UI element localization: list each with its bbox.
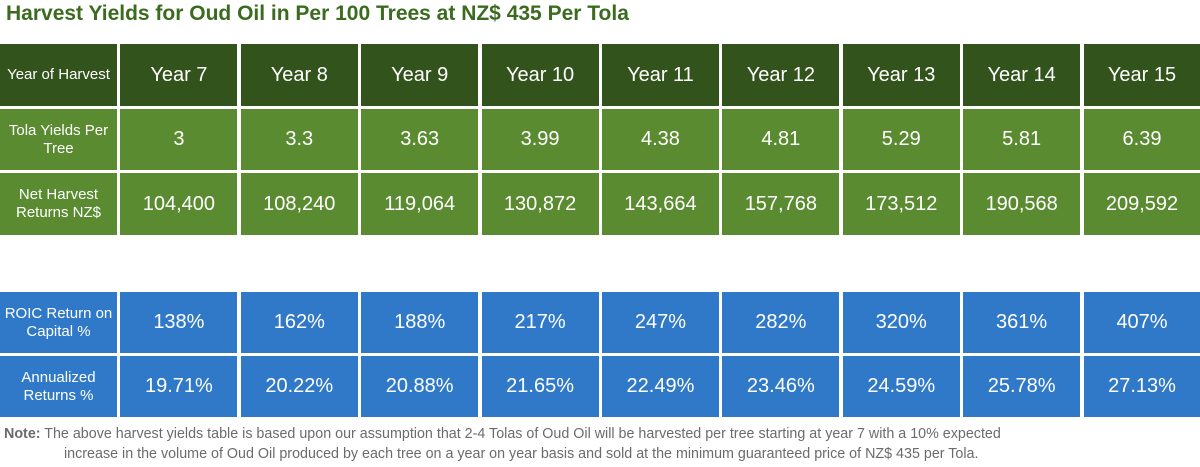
row-label-annualized-returns: Annualized Returns % [0,356,117,417]
annualized-cell: 23.46% [722,356,840,417]
net-return-cell: 143,664 [601,173,719,235]
tola-yield-cell: 3.63 [361,109,479,170]
header-year-cell: Year 15 [1083,44,1200,106]
annualized-cell: 20.22% [240,356,358,417]
annualized-cell: 27.13% [1083,356,1200,417]
roic-cell: 320% [842,292,960,353]
note-line-2: increase in the volume of Oud Oil produc… [64,446,979,462]
tola-yield-cell: 4.81 [722,109,840,170]
tola-yield-cell: 3.99 [481,109,599,170]
header-year-cell: Year 8 [240,44,358,106]
roic-cell: 247% [601,292,719,353]
roic-cell: 188% [361,292,479,353]
footnote: Note: The above harvest yields table is … [4,424,1194,464]
header-year-cell: Year 7 [120,44,238,106]
annualized-cell: 21.65% [481,356,599,417]
header-year-cell: Year 11 [601,44,719,106]
header-year-cell: Year 13 [842,44,960,106]
harvest-yields-table: Year of Harvest Year 7 Year 8 Year 9 Yea… [0,44,1200,235]
tola-yield-cell: 6.39 [1083,109,1200,170]
returns-table: ROIC Return on Capital % 138% 162% 188% … [0,292,1200,417]
header-year-of-harvest: Year of Harvest [0,44,117,106]
row-label-tola-yields: Tola Yields Per Tree [0,109,117,170]
tola-yield-cell: 5.29 [842,109,960,170]
page-title: Harvest Yields for Oud Oil in Per 100 Tr… [6,2,629,25]
roic-cell: 407% [1083,292,1200,353]
header-year-cell: Year 9 [361,44,479,106]
roic-cell: 282% [722,292,840,353]
net-return-cell: 190,568 [963,173,1081,235]
roic-cell: 162% [240,292,358,353]
net-return-cell: 108,240 [240,173,358,235]
roic-cell: 217% [481,292,599,353]
net-return-cell: 157,768 [722,173,840,235]
roic-cell: 361% [963,292,1081,353]
roic-cell: 138% [120,292,238,353]
tola-yield-cell: 5.81 [963,109,1081,170]
annualized-cell: 24.59% [842,356,960,417]
tola-yield-cell: 4.38 [601,109,719,170]
tola-yield-cell: 3 [120,109,238,170]
note-line-1: The above harvest yields table is based … [44,426,1001,442]
annualized-cell: 22.49% [601,356,719,417]
header-year-cell: Year 14 [963,44,1081,106]
tola-yield-cell: 3.3 [240,109,358,170]
net-return-cell: 173,512 [842,173,960,235]
header-year-cell: Year 12 [722,44,840,106]
net-return-cell: 104,400 [120,173,238,235]
note-label: Note: [4,426,41,442]
header-year-cell: Year 10 [481,44,599,106]
net-return-cell: 130,872 [481,173,599,235]
annualized-cell: 20.88% [361,356,479,417]
net-return-cell: 119,064 [361,173,479,235]
annualized-cell: 19.71% [120,356,238,417]
annualized-cell: 25.78% [963,356,1081,417]
row-label-roic: ROIC Return on Capital % [0,292,117,353]
net-return-cell: 209,592 [1083,173,1200,235]
row-label-net-harvest-returns: Net Harvest Returns NZ$ [0,173,117,235]
